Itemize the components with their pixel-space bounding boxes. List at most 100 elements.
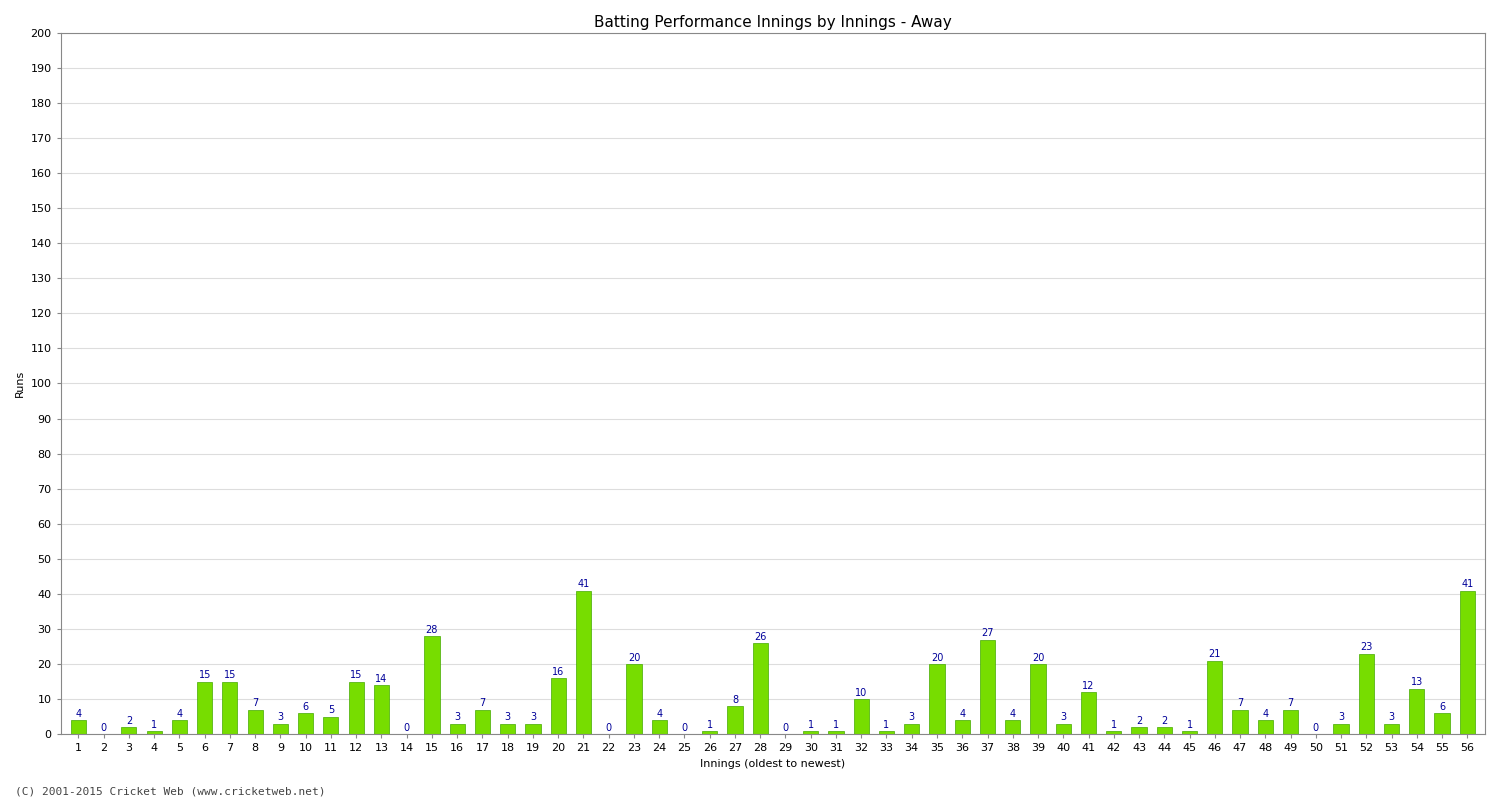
Text: 23: 23 [1360,642,1372,652]
Text: 3: 3 [909,713,915,722]
Bar [1030,664,1045,734]
Bar [930,664,945,734]
Text: 2: 2 [126,716,132,726]
Bar [802,731,819,734]
Text: 12: 12 [1083,681,1095,691]
Bar [1384,724,1400,734]
Text: 20: 20 [1032,653,1044,663]
Text: 41: 41 [1461,579,1473,589]
Text: 6: 6 [1438,702,1444,712]
Bar [1434,714,1449,734]
Bar [1233,710,1248,734]
Text: (C) 2001-2015 Cricket Web (www.cricketweb.net): (C) 2001-2015 Cricket Web (www.cricketwe… [15,786,326,796]
Text: 3: 3 [1060,713,1066,722]
Bar [1408,689,1425,734]
Bar [879,731,894,734]
Bar [1082,692,1096,734]
Text: 7: 7 [1238,698,1244,709]
Bar [222,682,237,734]
Bar [576,590,591,734]
Bar [374,686,388,734]
Bar [1208,661,1222,734]
Text: 27: 27 [981,628,994,638]
Text: 0: 0 [1312,723,1318,733]
Text: 0: 0 [404,723,410,733]
Bar [1460,590,1474,734]
Text: 4: 4 [958,709,966,719]
Text: 20: 20 [628,653,640,663]
Bar [273,724,288,734]
Bar [828,731,843,734]
Text: 6: 6 [303,702,309,712]
Text: 0: 0 [606,723,612,733]
Text: 5: 5 [328,706,334,715]
Text: 7: 7 [252,698,258,709]
Text: 2: 2 [1161,716,1167,726]
Text: 0: 0 [783,723,789,733]
Text: 4: 4 [75,709,81,719]
Text: 15: 15 [224,670,236,680]
Bar [651,720,668,734]
Bar [627,664,642,734]
Bar [753,643,768,734]
Text: 1: 1 [807,719,814,730]
Bar [1005,720,1020,734]
Bar [122,727,136,734]
Text: 14: 14 [375,674,387,684]
Bar [70,720,86,734]
Bar [348,682,363,734]
Text: 15: 15 [350,670,363,680]
Bar [1334,724,1348,734]
Bar [702,731,717,734]
Text: 20: 20 [932,653,944,663]
Title: Batting Performance Innings by Innings - Away: Batting Performance Innings by Innings -… [594,15,951,30]
Bar [172,720,188,734]
Text: 1: 1 [706,719,712,730]
Text: 28: 28 [426,625,438,634]
Text: 0: 0 [681,723,687,733]
Text: 13: 13 [1410,678,1424,687]
Bar [550,678,566,734]
Text: 1: 1 [833,719,839,730]
Bar [525,724,540,734]
Bar [904,724,920,734]
Text: 7: 7 [1287,698,1293,709]
Bar [980,640,994,734]
Text: 2: 2 [1136,716,1142,726]
Bar [1257,720,1274,734]
Text: 41: 41 [578,579,590,589]
Bar [298,714,314,734]
Bar [196,682,211,734]
Text: 3: 3 [504,713,512,722]
Bar [324,717,339,734]
Y-axis label: Runs: Runs [15,370,26,397]
Text: 7: 7 [480,698,486,709]
Text: 26: 26 [754,632,766,642]
Bar [248,710,262,734]
Text: 3: 3 [530,713,536,722]
Text: 4: 4 [1010,709,1016,719]
Text: 3: 3 [1338,713,1344,722]
Text: 3: 3 [1389,713,1395,722]
Text: 3: 3 [278,713,284,722]
Bar [500,724,516,734]
Text: 16: 16 [552,667,564,677]
Bar [954,720,970,734]
Bar [1282,710,1298,734]
Bar [424,636,439,734]
Text: 4: 4 [656,709,663,719]
Bar [1106,731,1122,734]
Bar [450,724,465,734]
Bar [476,710,490,734]
Text: 3: 3 [454,713,460,722]
X-axis label: Innings (oldest to newest): Innings (oldest to newest) [700,759,846,769]
Bar [1182,731,1197,734]
Bar [1359,654,1374,734]
Bar [1056,724,1071,734]
Text: 1: 1 [1186,719,1192,730]
Bar [853,699,868,734]
Text: 4: 4 [1262,709,1269,719]
Bar [728,706,742,734]
Text: 8: 8 [732,695,738,705]
Bar [1131,727,1146,734]
